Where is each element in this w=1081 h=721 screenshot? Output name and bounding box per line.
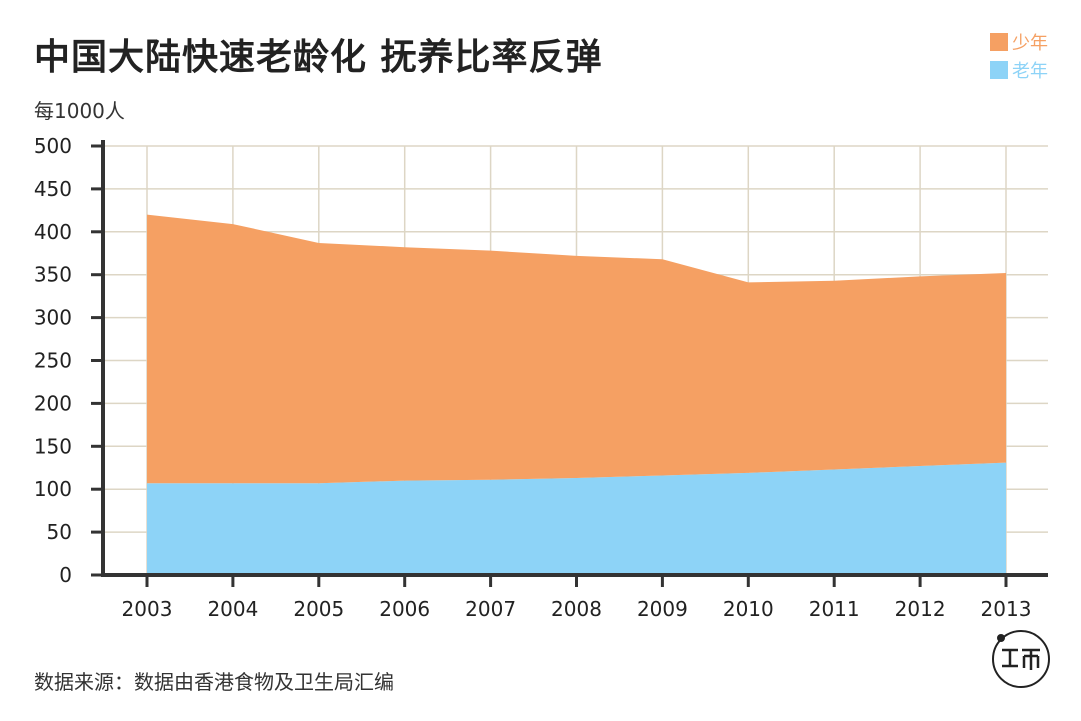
ytick-label-450: 450 [34,177,72,201]
ytick-label-150: 150 [34,434,72,458]
y-axis-unit-label: 每1000人 [34,99,125,123]
legend-swatch-elderly [990,61,1008,79]
xtick-label-2011: 2011 [809,597,860,621]
legend-label-youth: 少年 [1012,33,1048,54]
xtick-label-2012: 2012 [895,597,946,621]
ytick-label-100: 100 [34,477,72,501]
xtick-label-2013: 2013 [981,597,1032,621]
ytick-label-400: 400 [34,220,72,244]
legend-swatch-youth [990,33,1008,51]
xtick-label-2008: 2008 [551,597,602,621]
area-series [147,214,1006,575]
ytick-label-50: 50 [47,520,72,544]
xtick-label-2004: 2004 [207,597,258,621]
source-note: 数据来源：数据由香港食物及卫生局汇编 [34,670,394,694]
publisher-logo-icon [992,630,1050,688]
ytick-label-0: 0 [59,563,72,587]
xtick-label-2006: 2006 [379,597,430,621]
ytick-label-500: 500 [34,134,72,158]
xtick-label-2009: 2009 [637,597,688,621]
tick-labels: 0 50 100 150 200 250 300 350 400 450 500 2003 2004 20… [34,134,1032,621]
ytick-label-250: 250 [34,349,72,373]
xtick-label-2003: 2003 [122,597,173,621]
legend-item-elderly: 老年 [990,56,1048,84]
legend: 少年 老年 [990,28,1048,84]
area-series-0 [147,462,1006,575]
area-series-1 [147,214,1006,484]
legend-label-elderly: 老年 [1012,61,1048,82]
xtick-label-2005: 2005 [293,597,344,621]
ytick-label-350: 350 [34,263,72,287]
axes [91,140,1048,587]
ytick-label-300: 300 [34,306,72,330]
ytick-label-200: 200 [34,391,72,415]
chart-title: 中国大陆快速老龄化 抚养比率反弹 [34,37,603,78]
legend-item-youth: 少年 [990,28,1048,56]
xtick-label-2010: 2010 [723,597,774,621]
xtick-label-2007: 2007 [465,597,516,621]
